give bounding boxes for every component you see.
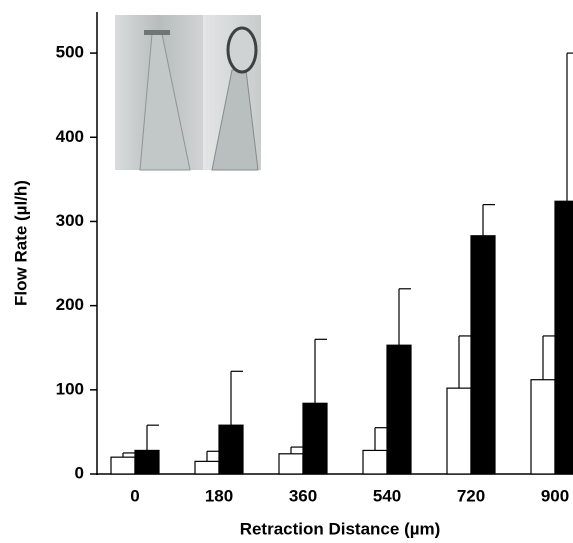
bar <box>278 453 304 475</box>
bar <box>134 449 160 475</box>
bar <box>362 449 388 475</box>
bar <box>218 424 244 475</box>
x-axis-title: Retraction Distance (µm) <box>240 519 441 538</box>
y-tick-label: 300 <box>56 211 84 230</box>
y-tick-label: 500 <box>56 43 84 62</box>
y-tick-label: 100 <box>56 379 84 398</box>
bar <box>530 379 556 475</box>
inset-photo <box>115 15 261 171</box>
x-tick-label: 0 <box>130 486 139 505</box>
x-tick-label: 900 <box>541 486 569 505</box>
bar <box>446 387 472 475</box>
bar <box>470 235 496 475</box>
x-tick-label: 540 <box>373 486 401 505</box>
bar <box>554 200 573 475</box>
bar <box>386 344 412 475</box>
y-tick-label: 200 <box>56 295 84 314</box>
bar <box>194 460 220 475</box>
bar <box>110 456 136 475</box>
bar <box>302 402 328 475</box>
x-tick-label: 720 <box>457 486 485 505</box>
x-tick-label: 360 <box>289 486 317 505</box>
y-axis-title: Flow Rate (µl/h) <box>11 180 30 306</box>
y-tick-label: 400 <box>56 127 84 146</box>
x-tick-label: 180 <box>205 486 233 505</box>
y-tick-label: 0 <box>75 463 84 482</box>
